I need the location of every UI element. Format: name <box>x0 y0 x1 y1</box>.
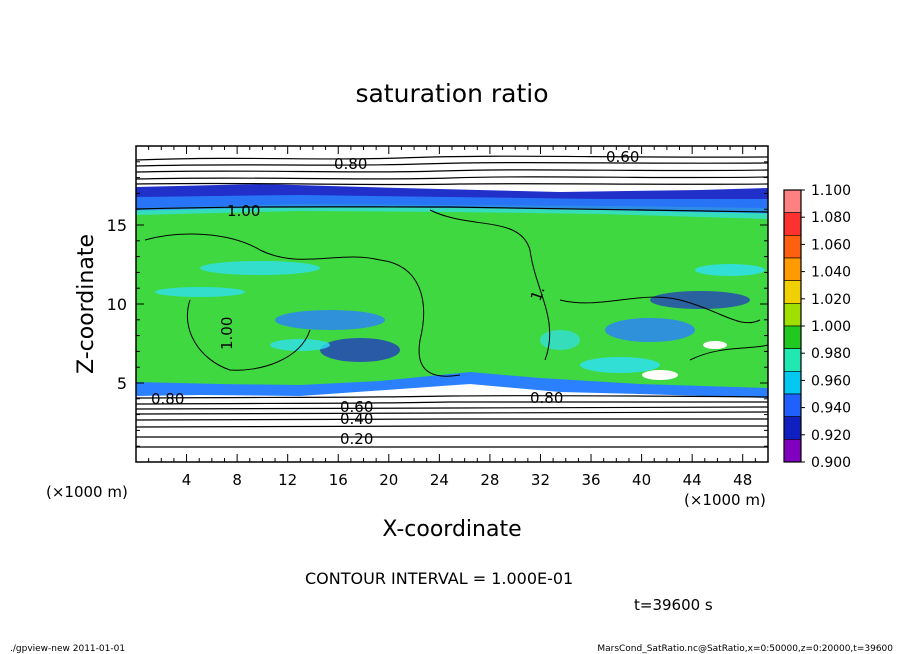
contour-label: 0.20 <box>340 430 373 448</box>
colorbar-swatch <box>783 371 802 395</box>
colorbar-label: 0.920 <box>811 428 851 444</box>
colorbar-frame <box>783 189 802 463</box>
y-axis-unit: (×1000 m) <box>46 483 128 501</box>
colorbar-swatch <box>783 393 802 417</box>
colorbar-swatch <box>783 280 802 304</box>
y-tick-label: 10 <box>107 295 127 314</box>
colorbar-swatch <box>783 189 802 213</box>
colorbar-swatch <box>783 212 802 236</box>
colorbar-swatch <box>783 348 802 372</box>
x-tick-label: 36 <box>581 471 600 489</box>
contour-label: 1.00 <box>227 202 260 220</box>
x-tick-label: 28 <box>480 471 499 489</box>
x-tick-label: 40 <box>632 471 651 489</box>
colorbar-label: 1.100 <box>811 183 851 199</box>
time-label: t=39600 s <box>634 596 713 614</box>
colorbar-label: 0.940 <box>811 401 851 417</box>
lower-contours <box>136 394 768 448</box>
contour-interval: CONTOUR INTERVAL = 1.000E-01 <box>305 569 573 588</box>
contour-label: 0.40 <box>340 410 373 428</box>
contour-label: 0.80 <box>530 389 563 407</box>
colorbar-swatch <box>783 303 802 327</box>
x-axis: 4 8 12 16 20 24 28 32 36 40 44 48 <box>148 146 756 489</box>
plot-area <box>136 146 768 462</box>
x-tick-label: 20 <box>379 471 398 489</box>
upper-contours <box>136 155 768 213</box>
colorbar-label: 1.020 <box>811 292 851 308</box>
x-tick-label: 44 <box>683 471 702 489</box>
colorbar-label: 1.000 <box>811 319 851 335</box>
colorbar-swatch <box>783 325 802 349</box>
contour-label: 1.00 <box>218 317 236 350</box>
lower-blue-band <box>136 372 768 398</box>
colorbar-label: 1.060 <box>811 237 851 253</box>
colorbar-label: 1.080 <box>811 210 851 226</box>
colorbar-swatch <box>783 257 802 281</box>
contour-labels: 0.80 0.60 1.00 1.00 1. 0.80 0.60 0.40 0.… <box>151 148 639 448</box>
x-tick-label: 4 <box>182 471 192 489</box>
mid-patches <box>155 261 765 380</box>
contour-label: 0.60 <box>340 398 373 416</box>
x-tick-label: 48 <box>733 471 752 489</box>
x-tick-label: 32 <box>531 471 550 489</box>
x-tick-label: 16 <box>329 471 348 489</box>
interior-contours <box>144 209 768 377</box>
footer-right: MarsCond_SatRatio.nc@SatRatio,x=0:50000,… <box>597 644 893 654</box>
colorbar-label: 0.900 <box>811 455 851 471</box>
x-axis-unit: (×1000 m) <box>684 491 766 509</box>
y-tick-label: 5 <box>117 374 127 393</box>
colorbar-swatch <box>783 439 802 463</box>
colorbar-label: 1.040 <box>811 265 851 281</box>
colorbar-label: 0.980 <box>811 346 851 362</box>
y-tick-label: 15 <box>107 216 127 235</box>
x-tick-label: 12 <box>278 471 297 489</box>
contour-label: 0.80 <box>334 155 367 173</box>
contour-label: 1. <box>527 284 549 304</box>
upper-cyan-fringe <box>136 207 768 219</box>
footer-left: ./gpview-new 2011-01-01 <box>10 644 125 654</box>
colorbar-swatch <box>783 235 802 259</box>
x-axis-label: X-coordinate <box>382 517 521 542</box>
x-tick-label: 24 <box>430 471 449 489</box>
y-axis-label: Z-coordinate <box>74 234 99 374</box>
contour-label: 0.60 <box>606 148 639 166</box>
x-tick-label: 8 <box>232 471 242 489</box>
chart-title: saturation ratio <box>355 79 548 108</box>
colorbar-label: 0.960 <box>811 373 851 389</box>
y-axis: 5 10 15 <box>107 161 768 447</box>
colorbar: 1.100 1.080 1.060 1.040 1.020 1.000 0.980 0.960… <box>783 183 851 471</box>
colorbar-swatch <box>783 416 802 440</box>
contour-label: 0.80 <box>151 390 184 408</box>
